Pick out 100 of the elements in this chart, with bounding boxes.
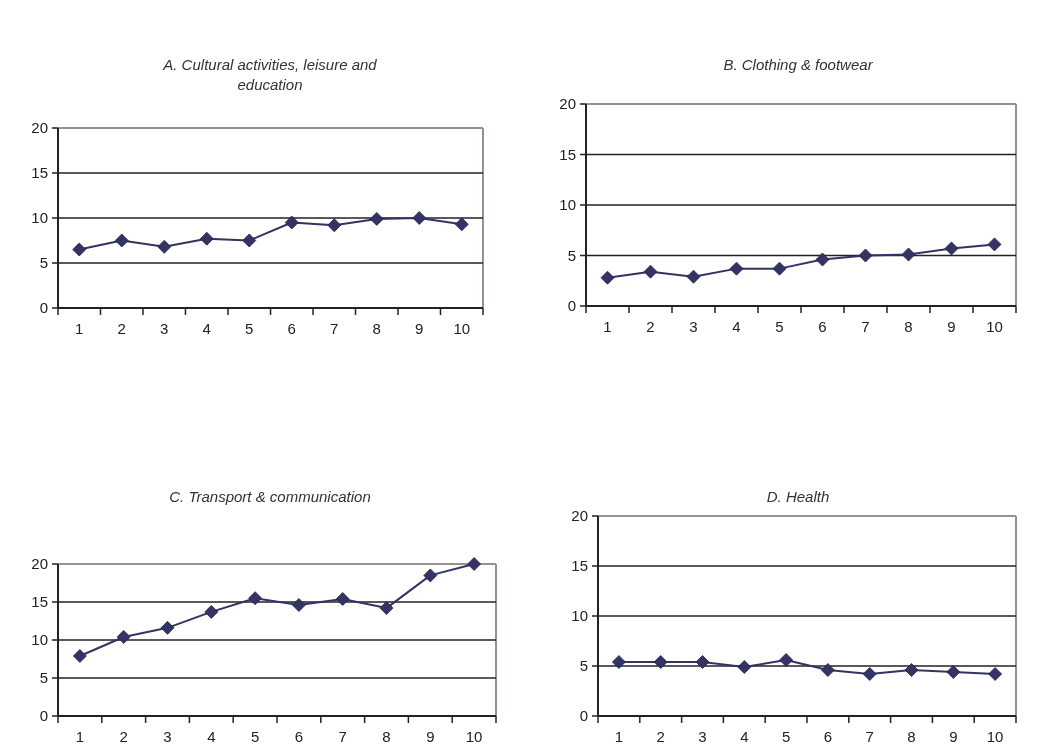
point (73, 649, 87, 663)
x-tick-label: 5 (245, 320, 254, 337)
x-tick-label: 2 (119, 728, 128, 745)
x-tick-label: 9 (947, 318, 956, 335)
y-tick-label: 0 (39, 299, 48, 317)
point (204, 604, 219, 619)
chart-title: C. Transport & communication (169, 488, 371, 505)
point (612, 655, 626, 669)
x-tick-label: 9 (426, 728, 435, 745)
point (946, 665, 961, 679)
x-tick-label: 7 (861, 318, 870, 335)
x-tick-label: 3 (698, 728, 707, 745)
x-tick-label: 1 (614, 728, 624, 745)
chart-title: A. Cultural activities, leisure and education (162, 56, 378, 93)
y-tick-label: 20 (571, 507, 588, 525)
point (160, 620, 175, 635)
y-tick-label: 5 (39, 254, 48, 272)
x-tick-label: 6 (818, 318, 827, 335)
x-tick-label: 1 (75, 320, 84, 337)
x-tick-label: 2 (656, 728, 665, 745)
x-tick-label: 2 (646, 318, 655, 335)
x-tick-label: 3 (160, 320, 169, 337)
point (72, 242, 87, 257)
y-tick-label: 10 (571, 607, 588, 625)
point (423, 568, 438, 583)
point (199, 231, 214, 246)
point (379, 601, 394, 615)
y-tick-label: 15 (559, 145, 576, 163)
point (292, 598, 306, 612)
y-tick-label: 15 (571, 557, 588, 575)
y-tick-label: 20 (559, 95, 576, 113)
x-tick-label: 8 (382, 728, 391, 745)
point (901, 247, 916, 262)
x-tick-label: 5 (250, 728, 260, 745)
point (114, 233, 129, 248)
y-tick-label: 0 (39, 707, 48, 725)
point (862, 667, 877, 681)
point (729, 261, 744, 276)
point (987, 237, 1002, 252)
x-tick-label: 7 (865, 728, 874, 745)
point (335, 592, 350, 606)
x-tick-label: 7 (338, 728, 347, 745)
point (454, 217, 469, 232)
x-tick-label: 9 (415, 320, 424, 337)
y-tick-label: 5 (39, 669, 48, 687)
point (904, 663, 919, 677)
point (737, 660, 752, 674)
y-tick-label: 10 (31, 209, 48, 227)
x-tick-label: 1 (603, 318, 612, 335)
x-tick-label: 9 (949, 728, 958, 745)
y-tick-label: 10 (31, 631, 48, 649)
point (944, 241, 959, 256)
x-tick-label: 4 (207, 728, 216, 745)
point (779, 653, 793, 667)
y-tick-label: 15 (31, 593, 48, 611)
x-tick-label: 4 (740, 728, 749, 745)
point (686, 269, 701, 284)
point (369, 212, 384, 226)
point (858, 248, 873, 263)
x-tick-label: 6 (823, 728, 833, 745)
point (695, 655, 710, 669)
point (988, 667, 1002, 681)
point (157, 239, 172, 254)
y-tick-label: 10 (559, 196, 576, 214)
x-tick-label: 4 (732, 318, 741, 335)
point (815, 252, 830, 267)
x-tick-label: 10 (986, 728, 1004, 745)
x-tick-label: 8 (904, 318, 913, 335)
x-tick-label: 8 (372, 320, 381, 337)
y-tick-label: 20 (31, 555, 48, 573)
point (284, 215, 299, 230)
x-tick-label: 7 (330, 320, 339, 337)
x-tick-label: 5 (775, 318, 784, 335)
point (643, 264, 658, 279)
point (327, 218, 342, 233)
point (467, 557, 481, 571)
y-tick-label: 0 (567, 297, 576, 315)
x-tick-label: 1 (75, 728, 85, 745)
point (116, 630, 131, 644)
x-tick-label: 6 (287, 320, 296, 337)
point (821, 663, 835, 677)
y-tick-label: 0 (579, 707, 588, 725)
point (242, 233, 257, 248)
point (248, 591, 262, 606)
point (653, 655, 668, 669)
y-tick-label: 5 (579, 657, 588, 675)
x-tick-label: 2 (117, 320, 126, 337)
x-tick-label: 4 (202, 320, 211, 337)
y-tick-label: 5 (567, 246, 576, 264)
x-tick-label: 10 (465, 728, 483, 745)
y-tick-label: 20 (31, 119, 48, 137)
x-tick-label: 10 (453, 320, 471, 337)
chart-title: D. Health (766, 488, 830, 505)
point (412, 211, 427, 225)
y-tick-label: 15 (31, 164, 48, 182)
point (600, 270, 615, 285)
x-tick-label: 8 (907, 728, 916, 745)
x-tick-label: 3 (689, 318, 698, 335)
point (772, 261, 787, 276)
x-tick-label: 6 (294, 728, 304, 745)
